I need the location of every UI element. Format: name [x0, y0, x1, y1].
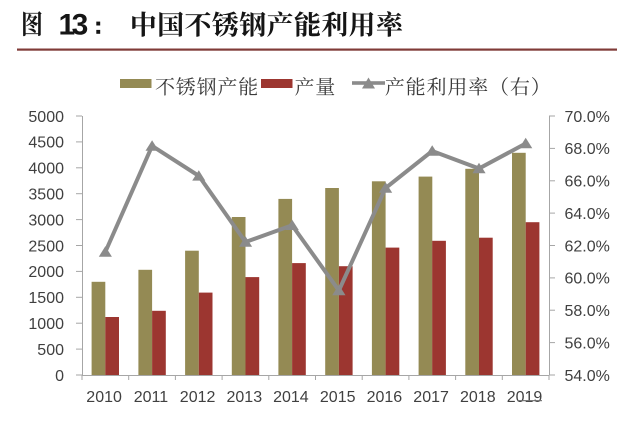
- svg-text:13: 13: [59, 9, 88, 42]
- svg-text:2014: 2014: [273, 389, 309, 406]
- svg-text:4000: 4000: [28, 161, 64, 178]
- svg-text:3500: 3500: [28, 187, 64, 204]
- svg-text:4500: 4500: [28, 135, 64, 152]
- svg-text:62.0%: 62.0%: [565, 238, 610, 255]
- svg-text:1000: 1000: [28, 316, 64, 333]
- svg-text:2019: 2019: [507, 389, 543, 406]
- svg-text:60.0%: 60.0%: [565, 271, 610, 288]
- svg-text:1500: 1500: [28, 290, 64, 307]
- svg-text:5000: 5000: [28, 109, 64, 126]
- svg-text:68.0%: 68.0%: [565, 141, 610, 158]
- svg-text:2017: 2017: [413, 389, 449, 406]
- svg-text:0: 0: [55, 368, 64, 385]
- svg-text:64.0%: 64.0%: [565, 206, 610, 223]
- svg-text:2011: 2011: [134, 389, 169, 406]
- svg-text:66.0%: 66.0%: [565, 174, 610, 191]
- svg-text:2013: 2013: [227, 389, 263, 406]
- svg-text:2012: 2012: [180, 389, 216, 406]
- svg-text:54.0%: 54.0%: [565, 368, 610, 385]
- svg-text:3000: 3000: [28, 212, 64, 229]
- svg-text:2000: 2000: [28, 264, 64, 281]
- svg-text:2010: 2010: [86, 389, 122, 406]
- svg-text:2500: 2500: [28, 238, 64, 255]
- svg-text:2016: 2016: [367, 389, 403, 406]
- svg-text:2015: 2015: [320, 389, 356, 406]
- svg-text:500: 500: [37, 342, 64, 359]
- svg-text:58.0%: 58.0%: [565, 303, 610, 320]
- svg-text:56.0%: 56.0%: [565, 335, 610, 352]
- svg-text:2018: 2018: [460, 389, 496, 406]
- svg-text:70.0%: 70.0%: [565, 109, 610, 126]
